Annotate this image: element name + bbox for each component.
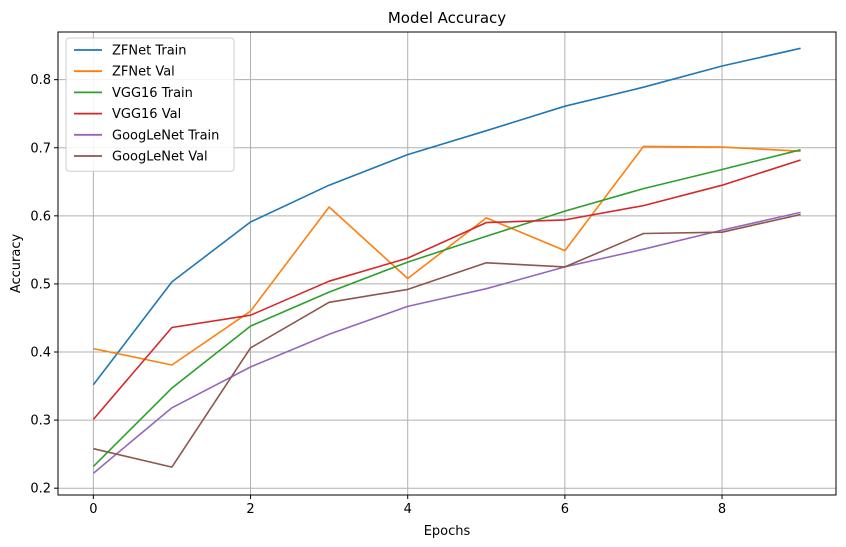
series-line-googlenet-train — [92, 211, 801, 474]
series-line-zfnet-val — [93, 145, 801, 366]
y-axis-label: Accuracy — [9, 234, 24, 294]
chart-title: Model Accuracy — [388, 9, 506, 27]
legend-label: VGG16 Train — [112, 86, 193, 101]
x-tick-label: 0 — [89, 502, 97, 517]
y-tick-label: 0.5 — [30, 277, 51, 292]
y-axis-ticks: 0.2 0.3 0.4 0.5 0.6 0.7 0.8 — [30, 73, 58, 497]
x-tick-label: 4 — [404, 502, 412, 517]
plot-frame — [57, 31, 837, 496]
legend-label: ZFNet Val — [112, 65, 175, 80]
y-tick-label: 0.3 — [30, 414, 51, 429]
series-line-googlenet-val — [93, 213, 801, 468]
legend-box — [65, 37, 235, 172]
y-tick-label: 0.2 — [30, 482, 51, 497]
legend: ZFNet Train ZFNet Val VGG16 Train VGG16 Val… — [65, 37, 235, 172]
legend-label: VGG16 Val — [112, 107, 181, 122]
series-lines — [92, 47, 801, 474]
y-tick-label: 0.6 — [30, 209, 51, 224]
x-axis-label: Epochs — [424, 524, 471, 539]
series-line-vgg16-val — [92, 159, 801, 420]
x-tick-label: 6 — [561, 502, 569, 517]
x-tick-label: 8 — [718, 502, 726, 517]
legend-label: GoogLeNet Val — [112, 150, 208, 165]
legend-label: GoogLeNet Train — [112, 128, 219, 143]
series-line-vgg16-train — [92, 149, 801, 467]
x-tick-label: 2 — [246, 502, 254, 517]
legend-label: ZFNet Train — [112, 44, 187, 59]
y-tick-label: 0.7 — [30, 141, 51, 156]
y-tick-label: 0.8 — [30, 73, 51, 88]
y-tick-label: 0.4 — [30, 346, 51, 361]
series-line-zfnet-train — [92, 47, 801, 386]
x-axis-ticks: 0 2 4 6 8 — [89, 495, 726, 517]
